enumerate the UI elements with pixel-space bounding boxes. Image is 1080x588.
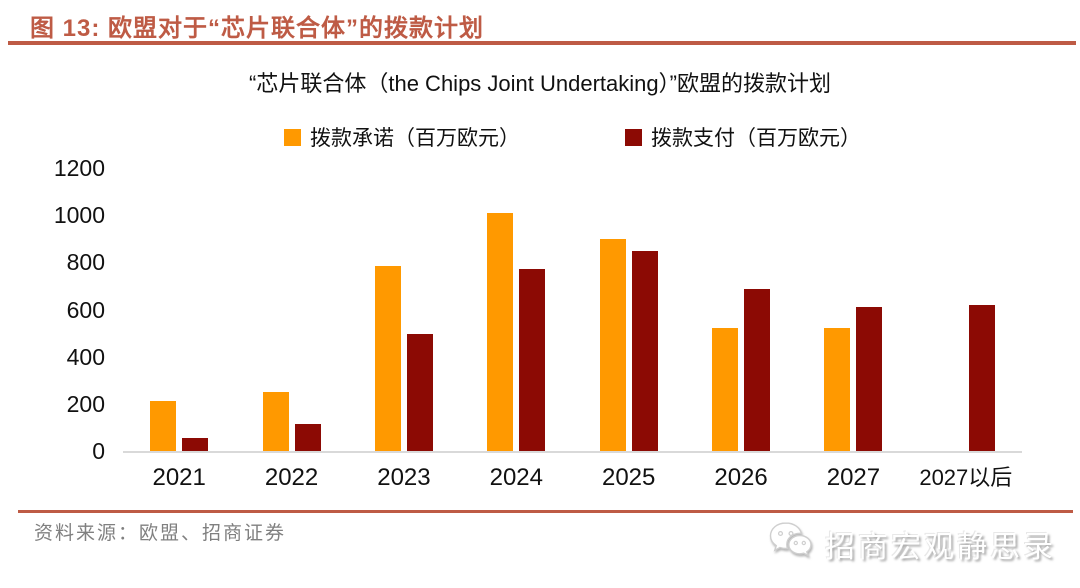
bar-payment bbox=[519, 269, 546, 451]
watermark-text: 招商宏观静思录 bbox=[825, 530, 1056, 564]
plot-area: 0 200 400 600 800 1000 1200 2021 2022 2023 2024 202… bbox=[54, 155, 1022, 491]
x-axis-tick-label: 2024 bbox=[489, 464, 543, 491]
x-axis-tick-label: 2022 bbox=[264, 464, 319, 491]
x-axis-tick-label: 2023 bbox=[377, 464, 431, 491]
x-axis-tick-label: 2025 bbox=[601, 464, 656, 491]
bar-payment bbox=[631, 250, 658, 451]
legend-label-payments: 拨款支付（百万欧元） bbox=[651, 127, 861, 150]
bar-commitment bbox=[262, 392, 289, 451]
watermark: 招商宏观静思录 bbox=[767, 520, 1056, 567]
bar-payment bbox=[406, 334, 433, 451]
x-axis-tick-label: 2026 bbox=[714, 464, 768, 491]
y-axis-tick-label: 200 bbox=[66, 390, 105, 417]
bar-commitment bbox=[824, 328, 851, 451]
y-axis-tick-label: 400 bbox=[66, 343, 105, 370]
legend-item-commitments: 拨款承诺（百万欧元） bbox=[284, 122, 520, 152]
y-axis-tick-label: 1200 bbox=[53, 155, 105, 181]
source-note: 资料来源：欧盟、招商证券 bbox=[34, 523, 287, 544]
y-axis-tick-label: 800 bbox=[66, 249, 105, 276]
legend-item-payments: 拨款支付（百万欧元） bbox=[625, 122, 861, 152]
y-axis-tick-label: 600 bbox=[66, 296, 105, 323]
bar-commitment bbox=[712, 328, 739, 451]
bar-commitment bbox=[599, 238, 626, 451]
x-axis-tick-label: 2027以后 bbox=[919, 465, 1013, 490]
source-divider bbox=[18, 510, 1073, 513]
legend-swatch-payments-icon bbox=[625, 128, 642, 146]
bar-commitment bbox=[487, 212, 514, 451]
x-axis-tick-label: 2027 bbox=[826, 464, 881, 491]
header-divider bbox=[8, 41, 1076, 45]
x-axis-tick-label: 2021 bbox=[152, 464, 206, 491]
figure-caption: 图 13: 欧盟对于“芯片联合体”的拨款计划 bbox=[30, 15, 485, 42]
bar-payment bbox=[968, 304, 995, 451]
bar-commitment bbox=[150, 401, 177, 451]
bar-payment bbox=[294, 423, 321, 451]
y-axis-tick-label: 0 bbox=[92, 438, 105, 464]
bar-payment bbox=[856, 307, 883, 451]
legend-label-commitments: 拨款承诺（百万欧元） bbox=[310, 127, 520, 150]
chart-title: “芯片联合体（the Chips Joint Undertaking）”欧盟的拨… bbox=[249, 71, 831, 96]
y-axis-tick-label: 1000 bbox=[53, 202, 105, 229]
bar-commitment bbox=[374, 265, 401, 451]
wechat-icon bbox=[767, 520, 815, 567]
legend-swatch-commitments-icon bbox=[284, 128, 301, 146]
bar-payment bbox=[182, 438, 209, 451]
chart-legend: 拨款承诺（百万欧元） 拨款支付（百万欧元） bbox=[123, 122, 1022, 152]
bar-payment bbox=[744, 289, 771, 451]
